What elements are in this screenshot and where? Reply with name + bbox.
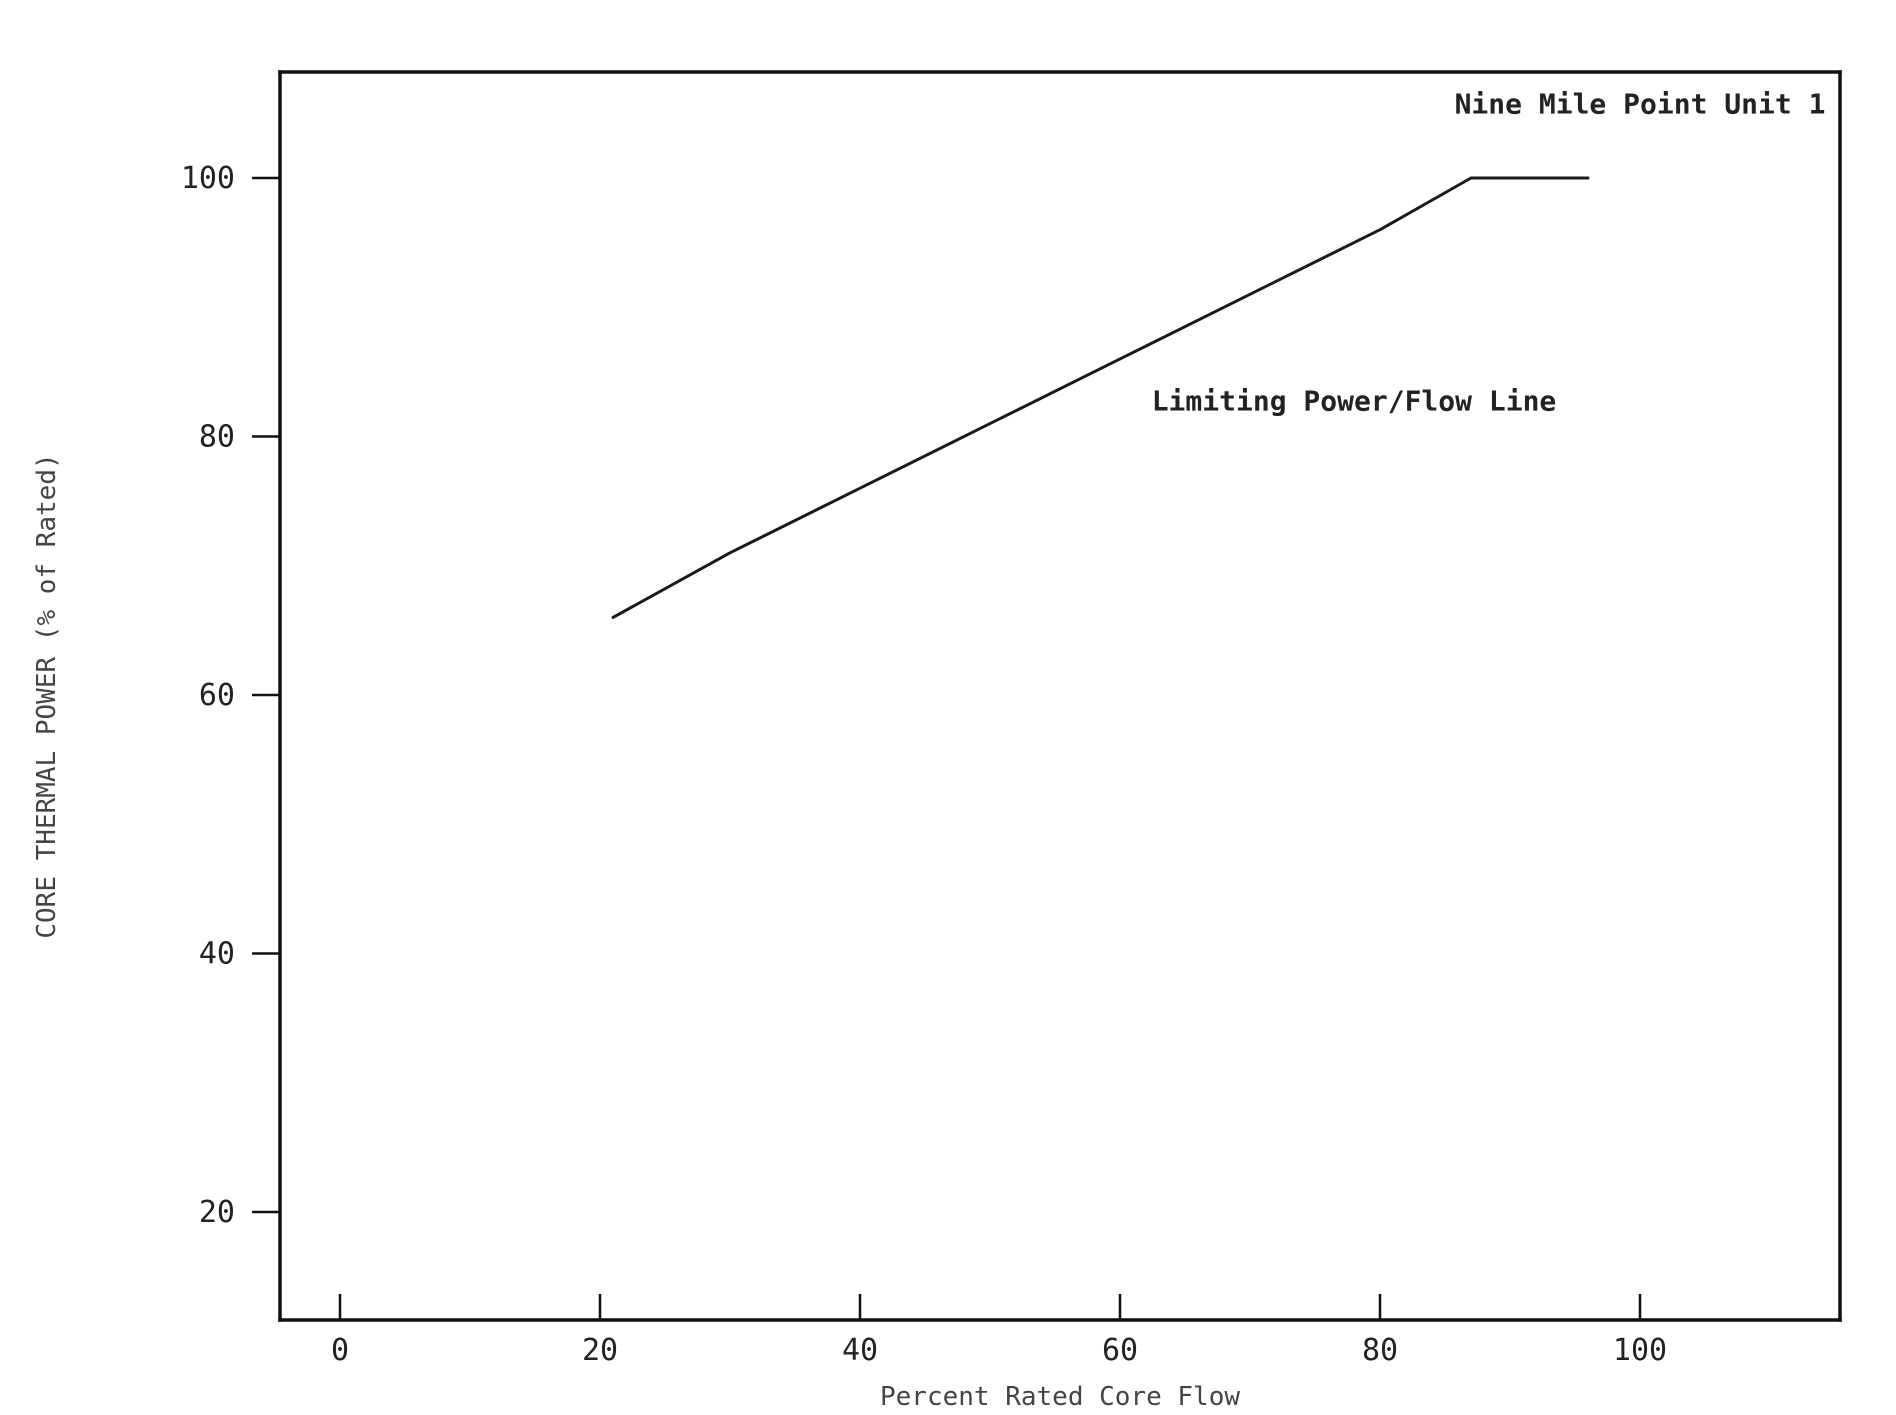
data-point [1119, 358, 1121, 360]
data-point [729, 552, 731, 554]
y-tick-label-40: 40 [199, 937, 235, 972]
data-point [612, 616, 614, 619]
series-layer [611, 176, 1590, 619]
annotation-layer: Nine Mile Point Unit 1 Limiting Power/Flo… [1152, 87, 1826, 417]
x-tick-label-0: 0 [331, 1333, 349, 1368]
x-tick-label-60: 60 [1102, 1333, 1138, 1368]
x-tick-label-40: 40 [842, 1333, 878, 1368]
x-axis-title: Percent Rated Core Flow [880, 1382, 1240, 1412]
data-point [1470, 177, 1472, 179]
data-point [989, 422, 991, 425]
data-point [1249, 293, 1251, 296]
y-tick-label-20: 20 [199, 1195, 235, 1230]
y-tick-label-80: 80 [199, 420, 235, 455]
x-tick-label-100: 100 [1613, 1333, 1667, 1368]
data-point [859, 487, 861, 490]
data-point [1379, 228, 1381, 231]
axes-layer: 20 40 60 80 100 0 20 40 60 80 100 [181, 161, 1667, 1368]
data-point [1587, 177, 1589, 179]
y-axis-title: CORE THERMAL POWER (% of Rated) [32, 453, 62, 938]
y-tick-label-60: 60 [199, 678, 235, 713]
chart-annotation-0: Nine Mile Point Unit 1 [1455, 87, 1826, 120]
plot-frame-layer [278, 70, 1842, 1322]
chart-annotation-1: Limiting Power/Flow Line [1152, 385, 1557, 418]
x-tick-label-80: 80 [1362, 1333, 1398, 1368]
x-tick-label-20: 20 [582, 1333, 618, 1368]
y-tick-label-100: 100 [181, 161, 235, 196]
